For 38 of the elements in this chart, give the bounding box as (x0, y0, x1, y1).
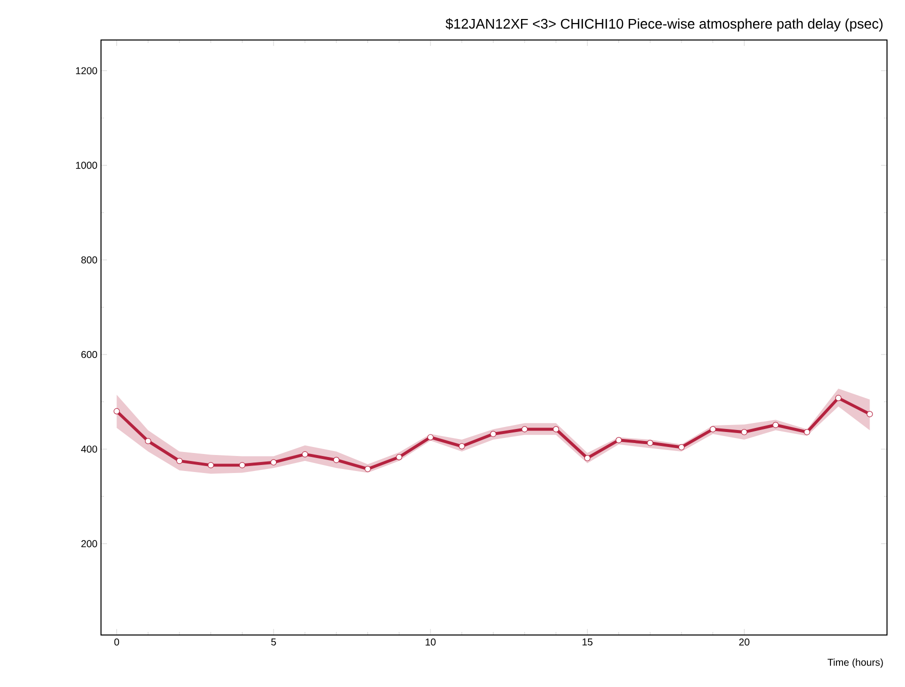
point (396, 454, 402, 460)
point (678, 444, 685, 450)
y-tick-label: 400 (81, 446, 98, 453)
x-tick-label: 20 (739, 638, 750, 646)
point (333, 456, 340, 464)
x-tick-label: 10 (426, 638, 436, 646)
point (522, 426, 528, 432)
point (741, 428, 748, 436)
point (114, 408, 120, 414)
point (302, 451, 308, 458)
x-tick-label: 15 (582, 638, 592, 646)
point (427, 434, 434, 440)
point (270, 459, 277, 466)
point (239, 462, 246, 468)
point (490, 430, 496, 438)
point (772, 422, 779, 428)
y-tick-label: 200 (81, 540, 98, 548)
point (647, 440, 654, 446)
point (804, 428, 810, 436)
y-tick-label: 800 (81, 256, 98, 264)
point (710, 426, 716, 432)
point (208, 462, 214, 468)
chart-title: $12JAN12XF <3> CHICHI10 Piece-wise atmosphere path delay (psec) (446, 18, 883, 32)
y-tick-label: 1000 (76, 162, 98, 169)
point (176, 458, 183, 464)
x-axis-title: Time (hours) (828, 658, 883, 668)
point (552, 426, 560, 432)
point (616, 437, 622, 444)
y-tick-label: 600 (81, 350, 98, 358)
point (144, 438, 152, 444)
point (458, 443, 465, 450)
point (835, 394, 842, 402)
x-tick-label: 5 (271, 638, 276, 646)
point (866, 411, 873, 418)
y-tick-label: 1200 (76, 67, 98, 74)
point (364, 466, 371, 472)
x-tick-label: 0 (114, 638, 120, 646)
point (584, 455, 590, 462)
